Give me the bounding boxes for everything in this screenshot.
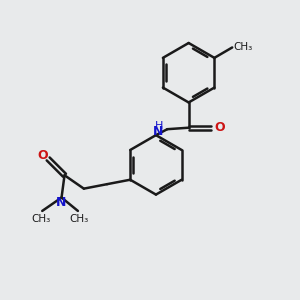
Text: O: O xyxy=(38,149,48,162)
Text: N: N xyxy=(153,125,164,138)
Text: N: N xyxy=(56,196,67,208)
Text: CH₃: CH₃ xyxy=(70,214,89,224)
Text: CH₃: CH₃ xyxy=(234,43,253,52)
Text: O: O xyxy=(214,121,225,134)
Text: H: H xyxy=(155,121,164,130)
Text: CH₃: CH₃ xyxy=(31,214,50,224)
